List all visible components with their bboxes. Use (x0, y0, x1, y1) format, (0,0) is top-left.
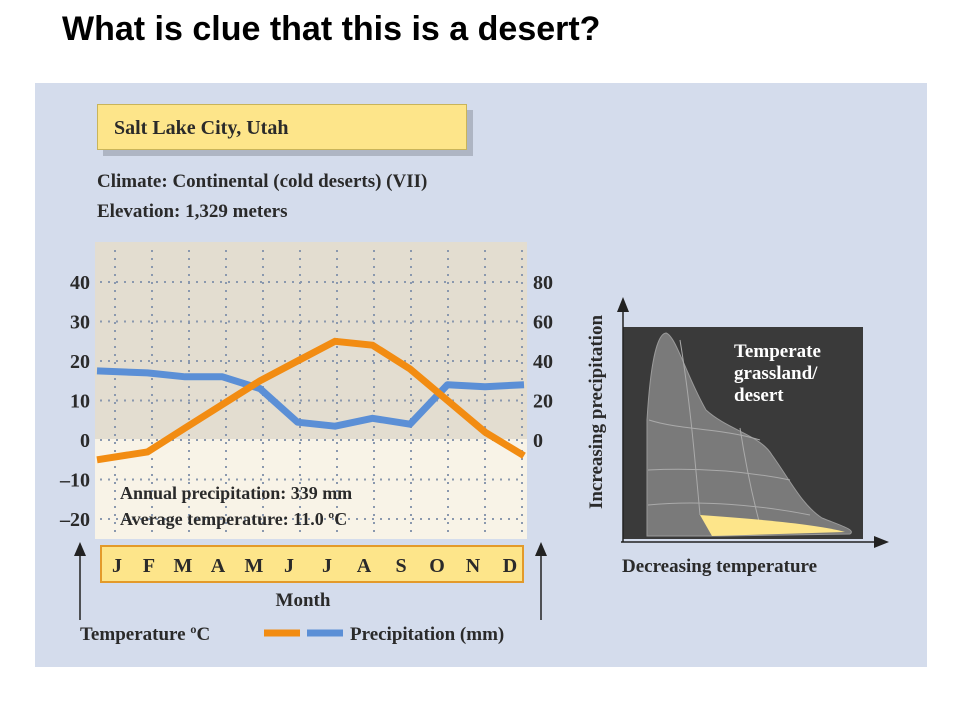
month-tick-label: S (395, 555, 406, 577)
left-tick-label: 40 (70, 272, 90, 294)
right-arrowhead-icon (535, 542, 547, 556)
month-strip (100, 545, 524, 583)
biome-ylabel: Increasing precipitation (586, 315, 607, 509)
climate-label: Climate: Continental (cold deserts) (VII… (97, 171, 428, 192)
plot-area-lower (95, 439, 527, 539)
left-tick-label: 20 (70, 351, 90, 373)
right-tick-label: 60 (533, 312, 553, 334)
desert-highlight-region (700, 515, 845, 536)
biome-title: Temperate grassland/ desert (734, 341, 826, 406)
month-tick-label: N (466, 555, 481, 577)
left-tick-label: –20 (59, 509, 90, 531)
right-axis-ticks: 80 60 40 20 0 (533, 272, 553, 452)
month-tick-label: D (503, 555, 517, 577)
precipitation-line (96, 367, 525, 430)
elevation-label: Elevation: 1,329 meters (97, 201, 288, 222)
right-tick-label: 0 (533, 430, 543, 452)
left-tick-label: 0 (80, 430, 90, 452)
month-tick-label: F (143, 555, 155, 577)
left-axis-ticks: 40 30 20 10 0 –10 –20 (59, 272, 90, 531)
city-label: Salt Lake City, Utah (97, 104, 467, 150)
left-tick-label: 10 (70, 391, 90, 413)
legend-temperature-label: Temperature ºC (80, 624, 210, 645)
month-tick-label: J (112, 555, 122, 577)
right-tick-label: 80 (533, 272, 553, 294)
month-tick-label: J (322, 555, 332, 577)
annual-precipitation-text: Annual precipitation: 339 mm (120, 483, 352, 503)
month-axis-label: Month (276, 590, 331, 611)
right-tick-label: 40 (533, 351, 553, 373)
biome-x-arrowhead-icon (874, 536, 889, 548)
biome-xlabel: Decreasing temperature (622, 556, 817, 577)
right-tick-label: 20 (533, 391, 553, 413)
left-arrowhead-icon (74, 542, 86, 556)
month-tick-label: M (245, 555, 264, 577)
legend-precipitation-label: Precipitation (mm) (350, 624, 504, 645)
biome-region-gridlines (647, 339, 811, 526)
month-tick-label: M (174, 555, 193, 577)
slide-title: What is clue that this is a desert? (62, 10, 601, 48)
month-tick-label: J (284, 555, 294, 577)
month-tick-label: A (357, 555, 372, 577)
left-tick-label: –10 (59, 470, 90, 492)
left-tick-label: 30 (70, 312, 90, 334)
month-tick-label: A (211, 555, 226, 577)
biome-y-arrowhead-icon (617, 297, 629, 312)
average-temperature-text: Average temperature: 11.0 ºC (120, 509, 347, 529)
temperature-line (96, 337, 526, 464)
month-tick-label: O (429, 555, 445, 577)
biome-region-shape (646, 332, 852, 537)
